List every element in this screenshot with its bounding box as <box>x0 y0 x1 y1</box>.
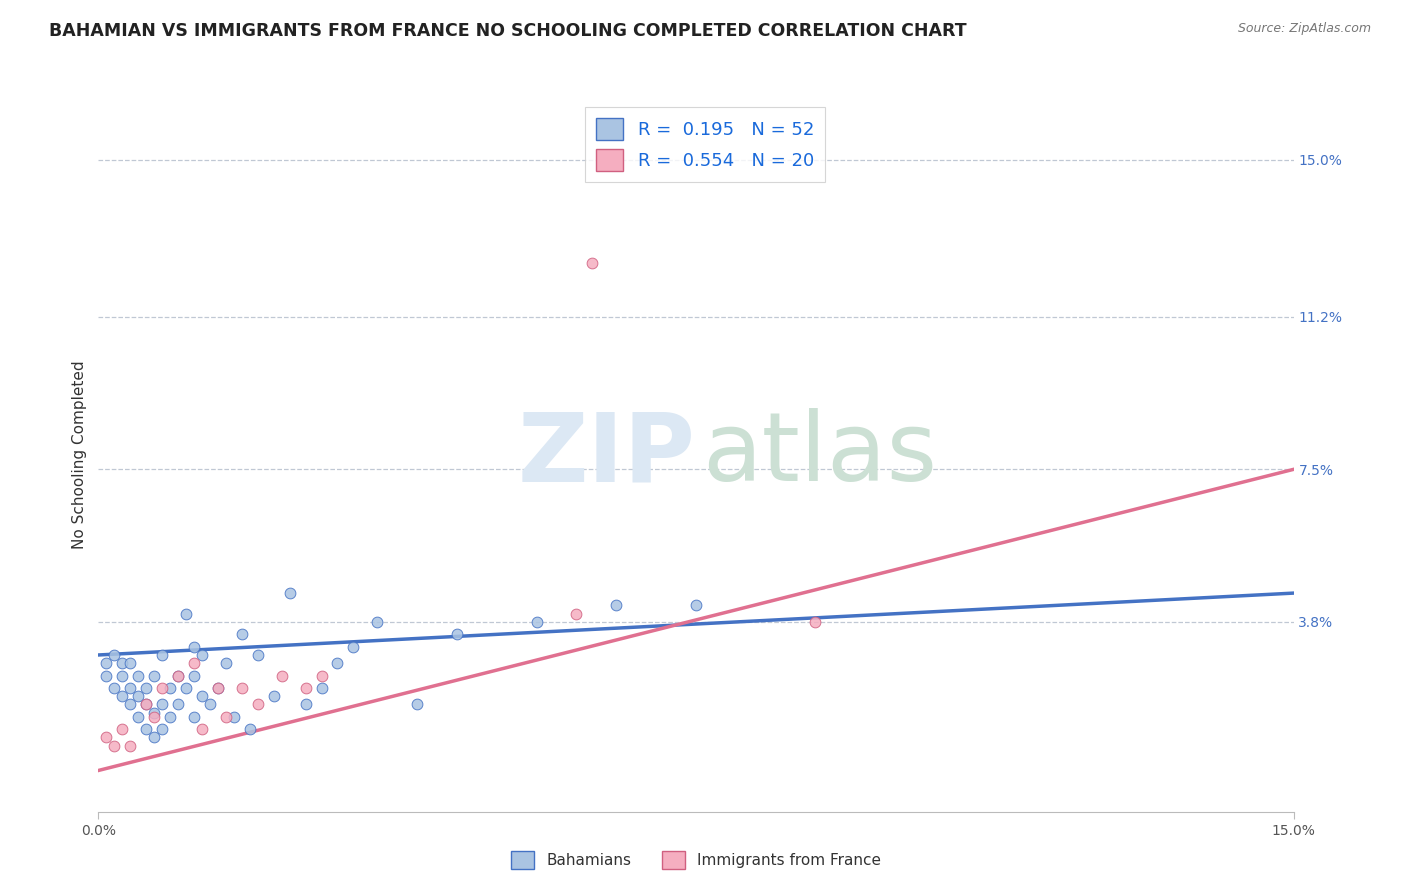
Point <box>135 681 157 695</box>
Point <box>167 698 190 712</box>
Point <box>135 698 157 712</box>
Point <box>143 731 166 745</box>
Point <box>366 615 388 629</box>
Point <box>111 690 134 704</box>
Point <box>239 723 262 737</box>
Point <box>294 698 316 712</box>
Point <box>103 648 125 662</box>
Point <box>143 710 166 724</box>
Point <box>143 668 166 682</box>
Point <box>183 640 205 654</box>
Point <box>342 640 364 654</box>
Point <box>111 668 134 682</box>
Legend: Bahamians, Immigrants from France: Bahamians, Immigrants from France <box>505 845 887 875</box>
Point <box>222 710 245 724</box>
Point <box>191 690 214 704</box>
Point <box>111 723 134 737</box>
Point <box>526 615 548 629</box>
Point <box>96 657 118 671</box>
Point <box>120 698 142 712</box>
Point <box>120 681 142 695</box>
Point <box>167 668 190 682</box>
Point <box>191 723 214 737</box>
Point <box>96 731 118 745</box>
Point <box>294 681 316 695</box>
Point <box>605 599 627 613</box>
Point <box>150 698 173 712</box>
Point <box>215 710 238 724</box>
Point <box>263 690 285 704</box>
Point <box>150 723 173 737</box>
Point <box>191 648 214 662</box>
Point <box>127 690 149 704</box>
Point <box>96 668 118 682</box>
Point <box>565 607 588 621</box>
Point <box>207 681 229 695</box>
Point <box>103 681 125 695</box>
Point <box>804 615 827 629</box>
Point <box>581 256 603 270</box>
Point <box>150 648 173 662</box>
Point <box>159 710 181 724</box>
Point <box>231 681 253 695</box>
Point <box>207 681 229 695</box>
Point <box>120 739 142 753</box>
Point <box>311 681 333 695</box>
Point <box>326 657 349 671</box>
Point <box>446 627 468 641</box>
Point <box>183 668 205 682</box>
Text: ZIP: ZIP <box>517 409 696 501</box>
Y-axis label: No Schooling Completed: No Schooling Completed <box>72 360 87 549</box>
Point <box>127 710 149 724</box>
Point <box>135 723 157 737</box>
Point <box>159 681 181 695</box>
Point <box>103 739 125 753</box>
Point <box>111 657 134 671</box>
Point <box>135 698 157 712</box>
Point <box>120 657 142 671</box>
Point <box>215 657 238 671</box>
Point <box>246 698 269 712</box>
Point <box>406 698 429 712</box>
Point <box>685 599 707 613</box>
Point <box>167 668 190 682</box>
Point <box>127 668 149 682</box>
Point <box>198 698 221 712</box>
Point <box>174 607 197 621</box>
Text: Source: ZipAtlas.com: Source: ZipAtlas.com <box>1237 22 1371 36</box>
Point <box>143 706 166 720</box>
Point <box>270 668 292 682</box>
Text: BAHAMIAN VS IMMIGRANTS FROM FRANCE NO SCHOOLING COMPLETED CORRELATION CHART: BAHAMIAN VS IMMIGRANTS FROM FRANCE NO SC… <box>49 22 967 40</box>
Point <box>246 648 269 662</box>
Point <box>174 681 197 695</box>
Point <box>183 657 205 671</box>
Point <box>278 586 301 600</box>
Point <box>183 710 205 724</box>
Point <box>311 668 333 682</box>
Point <box>150 681 173 695</box>
Text: atlas: atlas <box>702 409 936 501</box>
Point <box>231 627 253 641</box>
